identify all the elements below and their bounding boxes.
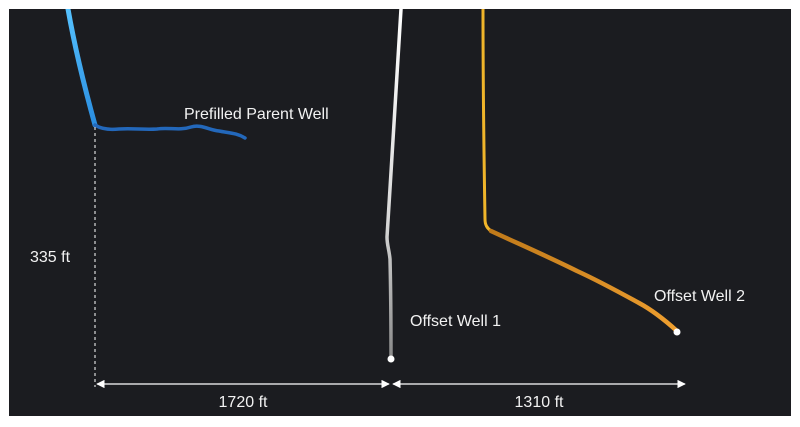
- offset-well-2-lateral: [488, 228, 680, 334]
- well-diagram: Prefilled Parent Well Offset Well 1 Offs…: [30, 9, 745, 411]
- offset-well-2-endpoint: [673, 328, 681, 336]
- parent-well-label: Prefilled Parent Well: [184, 106, 329, 123]
- spacing-1-label: 1720 ft: [219, 394, 268, 411]
- parent-well-vertical-section: [65, 9, 98, 128]
- offset-well-1-endpoint: [387, 355, 395, 363]
- well-diagram-panel: Prefilled Parent Well Offset Well 1 Offs…: [9, 9, 791, 416]
- offset-well-2-vertical-section: [481, 9, 493, 233]
- offset-well-2-label: Offset Well 2: [654, 288, 745, 305]
- spacing-2-label: 1310 ft: [515, 394, 564, 411]
- vertical-offset-label: 335 ft: [30, 249, 71, 266]
- offset-well-1-trajectory: [385, 9, 403, 360]
- offset-well-1-label: Offset Well 1: [410, 313, 501, 330]
- parent-well-lateral: [93, 123, 247, 140]
